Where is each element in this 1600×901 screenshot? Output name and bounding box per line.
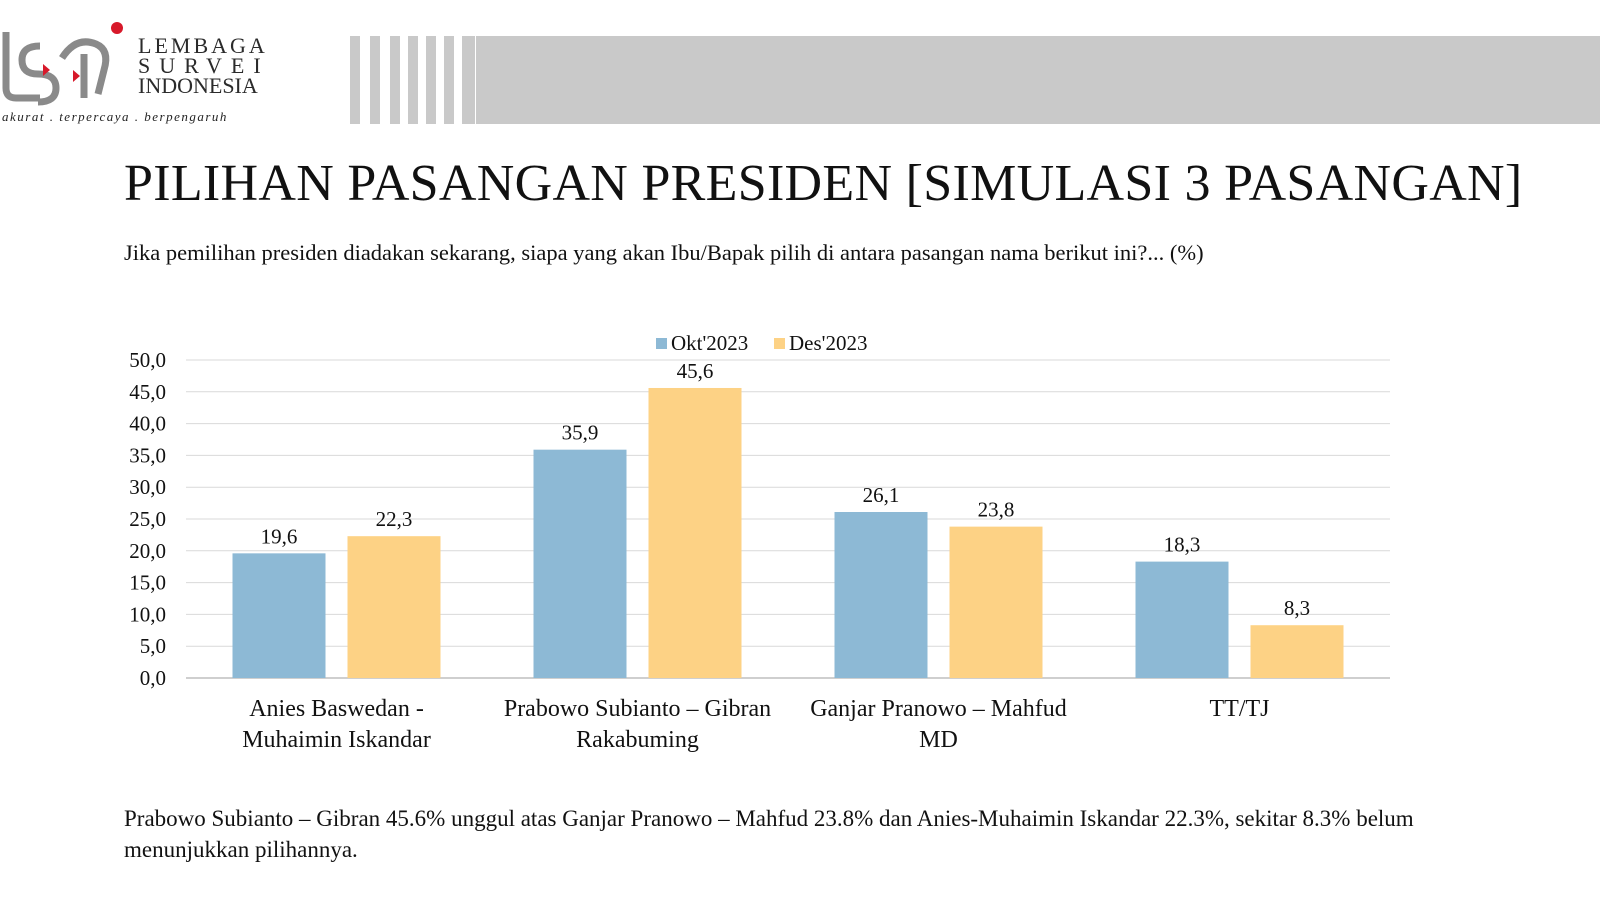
- y-tick-label: 35,0: [129, 443, 166, 467]
- bar-okt: [533, 449, 627, 678]
- tagline: akurat . terpercaya . berpengaruh: [2, 109, 228, 124]
- legend-label-okt: Okt'2023: [671, 331, 748, 355]
- question-text: Jika pemilihan presiden diadakan sekaran…: [124, 240, 1204, 265]
- summary-line-2: menunjukkan pilihannya.: [124, 837, 358, 862]
- y-tick-label: 25,0: [129, 507, 166, 531]
- bar-des: [648, 387, 742, 678]
- data-label: 45,6: [677, 359, 714, 383]
- header-band: [476, 36, 1600, 124]
- x-category-label: Ganjar Pranowo – Mahfud: [810, 696, 1067, 722]
- bar-okt: [834, 512, 928, 678]
- lsi-logo-icon: [2, 22, 123, 106]
- y-tick-label: 45,0: [129, 380, 166, 404]
- summary-text: Prabowo Subianto – Gibran 45.6% unggul a…: [124, 803, 1600, 865]
- bar-des: [1250, 625, 1344, 678]
- bar-chart: 0,0 5,0 10,0 15,0 20,0 25,0 30,0 35,0 40,0 45,0 50…: [129, 331, 1390, 753]
- y-tick-label: 10,0: [129, 602, 166, 626]
- decorative-stripes: [350, 36, 475, 124]
- legend-swatch-okt: [656, 338, 667, 349]
- y-tick-label: 50,0: [129, 348, 166, 372]
- y-tick-label: 20,0: [129, 539, 166, 563]
- data-label: 35,9: [562, 421, 599, 445]
- data-label: 26,1: [863, 483, 900, 507]
- header: LEMBAGA SURVEI INDONESIA akurat . terper…: [0, 0, 1600, 128]
- bar-des: [949, 526, 1043, 678]
- x-category-label: Muhaimin Iskandar: [242, 727, 431, 753]
- y-tick-label: 5,0: [140, 634, 166, 658]
- logo-wordmark: LEMBAGA SURVEI INDONESIA: [138, 33, 270, 98]
- data-label: 23,8: [978, 498, 1015, 522]
- y-tick-label: 15,0: [129, 571, 166, 595]
- data-label: 18,3: [1164, 533, 1201, 557]
- bar-des: [347, 536, 441, 678]
- y-tick-label: 30,0: [129, 475, 166, 499]
- legend-swatch-des: [774, 338, 785, 349]
- y-tick-label: 0,0: [140, 666, 166, 690]
- page-title: PILIHAN PASANGAN PRESIDEN [SIMULASI 3 PA…: [124, 155, 1523, 212]
- x-category-label: MD: [919, 727, 958, 753]
- x-category-label: Rakabuming: [576, 727, 699, 753]
- data-label: 22,3: [376, 507, 413, 531]
- data-label: 19,6: [261, 524, 298, 548]
- y-tick-label: 40,0: [129, 412, 166, 436]
- x-category-label: Anies Baswedan -: [249, 696, 424, 722]
- data-label: 8,3: [1284, 596, 1310, 620]
- x-category-label: TT/TJ: [1210, 696, 1270, 722]
- summary-line-1: Prabowo Subianto – Gibran 45.6% unggul a…: [124, 806, 1414, 831]
- legend-label-des: Des'2023: [789, 331, 867, 355]
- x-category-label: Prabowo Subianto – Gibran: [504, 696, 771, 722]
- bar-okt: [232, 553, 326, 678]
- bar-okt: [1135, 561, 1229, 678]
